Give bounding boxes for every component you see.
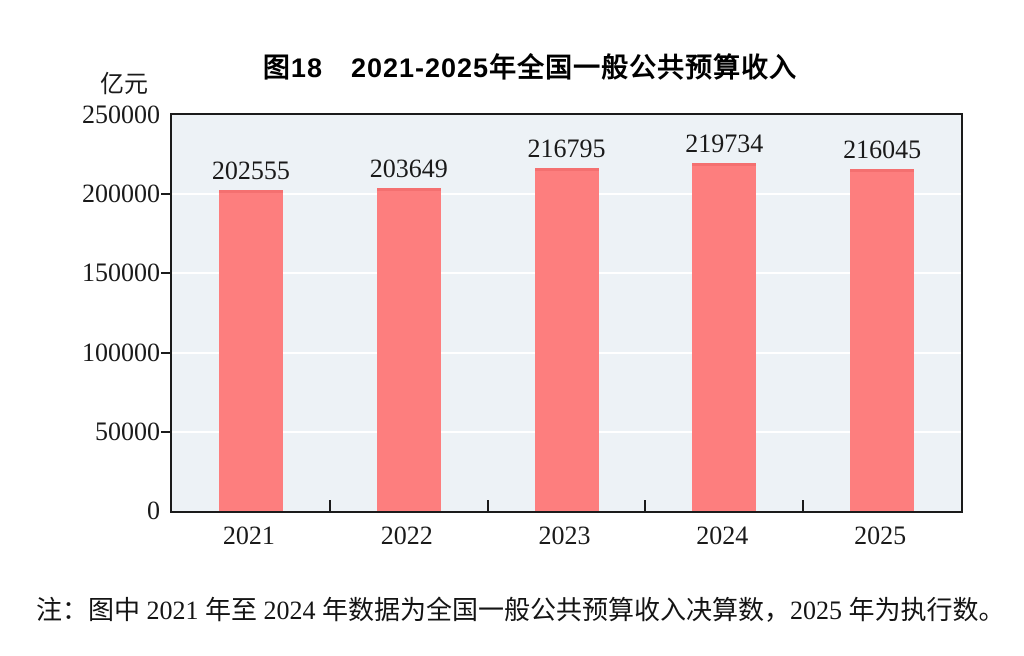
y-label-0: 0 (147, 496, 160, 525)
y-tick-100000 (161, 351, 170, 354)
bar-2024 (692, 162, 757, 511)
y-axis: 0 50000 100000 150000 200000 250000 (0, 0, 170, 656)
bar-2023 (534, 167, 599, 511)
y-axis-unit-label: 亿元 (100, 72, 148, 98)
y-tick-150000 (161, 272, 170, 275)
bar-value-2021: 202555 (211, 156, 290, 186)
bar-2025 (850, 168, 915, 511)
x-axis: 2021 2022 2023 2024 2025 (170, 521, 963, 555)
y-tick-50000 (161, 430, 170, 433)
bar-2021 (218, 190, 283, 511)
chart-title: 图18 2021-2025年全国一般公共预算收入 (262, 53, 798, 83)
bar-value-2024: 219734 (685, 128, 764, 158)
y-tick-200000 (161, 193, 170, 196)
x-label-2025: 2025 (854, 521, 907, 550)
bar-value-2025: 216045 (843, 134, 922, 164)
x-label-2024: 2024 (696, 521, 749, 550)
y-label-100000: 100000 (82, 337, 160, 367)
x-tick-3 (644, 500, 647, 511)
x-label-2022: 2022 (380, 521, 433, 550)
y-label-200000: 200000 (82, 179, 160, 209)
x-label-2023: 2023 (538, 521, 591, 550)
x-tick-2 (486, 500, 489, 511)
y-label-50000: 50000 (95, 416, 160, 446)
bar-value-2022: 203649 (369, 154, 448, 184)
y-label-150000: 150000 (82, 258, 160, 288)
bar-value-2023: 216795 (527, 133, 606, 163)
x-tick-1 (328, 500, 331, 511)
x-tick-4 (802, 500, 805, 511)
x-label-2021: 2021 (222, 521, 275, 550)
chart-note: 注：图中 2021 年至 2024 年数据为全国一般公共预算收入决算数，2025… (36, 596, 1005, 625)
y-label-250000: 250000 (82, 100, 160, 129)
bar-2022 (376, 188, 441, 511)
plot-area: 202555 203649 216795 219734 216045 (170, 113, 963, 513)
